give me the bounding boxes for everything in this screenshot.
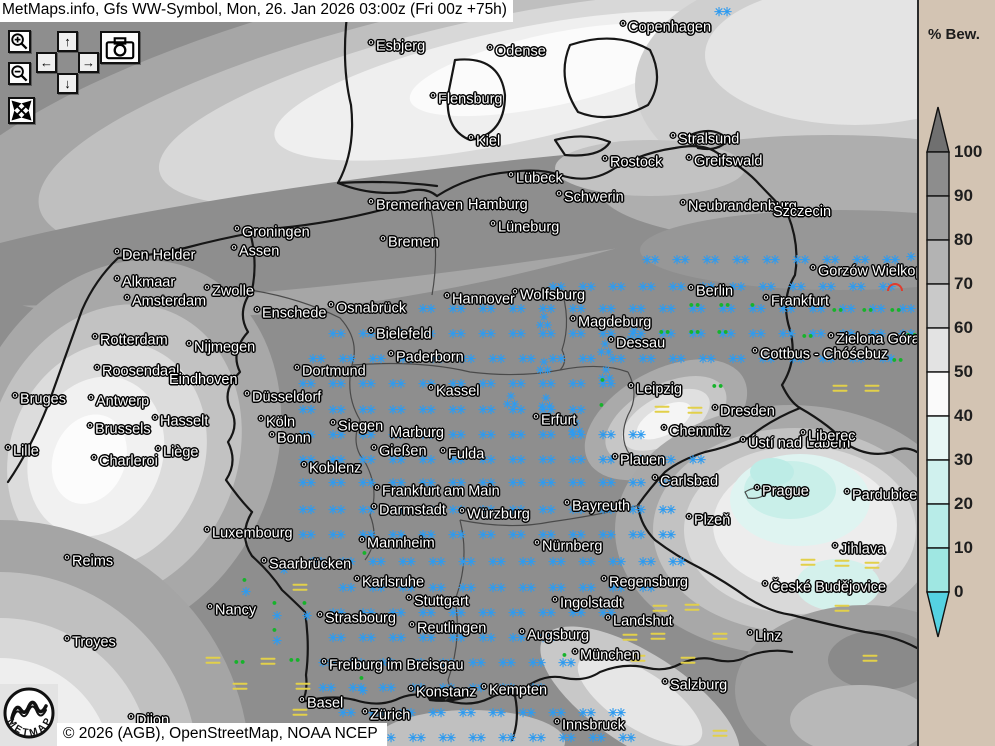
state-borders [249, 204, 769, 701]
pan-left-button[interactable]: ← [36, 52, 57, 73]
pan-right-button[interactable]: → [78, 52, 99, 73]
colorbar-panel: % Bew. 100 90 80 70 60 50 40 30 20 10 0 [917, 0, 995, 746]
cloud-gap-czech [615, 405, 917, 655]
colorbar-tick: 0 [954, 582, 964, 601]
metmaps-logo-icon: METMAPS [0, 676, 55, 739]
metmaps-logo[interactable]: METMAPS [0, 676, 58, 746]
colorbar-tick: 80 [954, 230, 973, 249]
camera-icon [105, 36, 135, 59]
cloud-cover-map [0, 0, 917, 746]
colorbar-tick: 30 [954, 450, 973, 469]
map-title: MetMaps.info, Gfs WW-Symbol, Mon, 26. Ja… [0, 0, 513, 22]
pan-down-button[interactable]: ↓ [57, 73, 78, 94]
colorbar-tick: 40 [954, 406, 973, 425]
fullscreen-button[interactable] [8, 97, 35, 124]
pan-up-button[interactable]: ↑ [57, 31, 78, 52]
colorbar-tick: 90 [954, 186, 973, 205]
cloud-cover-colorbar [926, 106, 950, 638]
snapshot-button[interactable] [100, 31, 140, 64]
zoom-out-icon [11, 65, 28, 82]
colorbar-tick: 60 [954, 318, 973, 337]
zoom-in-button[interactable] [8, 30, 31, 53]
map-canvas[interactable]: ✳✳ ✳✳ ✳✳ ✳✳ ✳✳ ✳✳ ✳✳ ✳✳ ✳✳ ✳✳ ✳✳ ✳✳ ✳✳ ✳✳ ✳✳ ✳✳ ✳✳ ✳✳ ✳✳ ✳✳… [0, 0, 917, 746]
copyright-bar: © 2026 (AGB), OpenStreetMap, NOAA NCEP [57, 723, 387, 746]
colorbar-tick: 20 [954, 494, 973, 513]
zoom-in-icon [11, 33, 28, 50]
colorbar-tick: 50 [954, 362, 973, 381]
colorbar-tick: 10 [954, 538, 973, 557]
colorbar-tick: 70 [954, 274, 973, 293]
colorbar-tick: 100 [954, 142, 983, 161]
zoom-out-button[interactable] [8, 62, 31, 85]
colorbar-title: % Bew. [928, 26, 980, 43]
fullscreen-icon [11, 100, 32, 121]
